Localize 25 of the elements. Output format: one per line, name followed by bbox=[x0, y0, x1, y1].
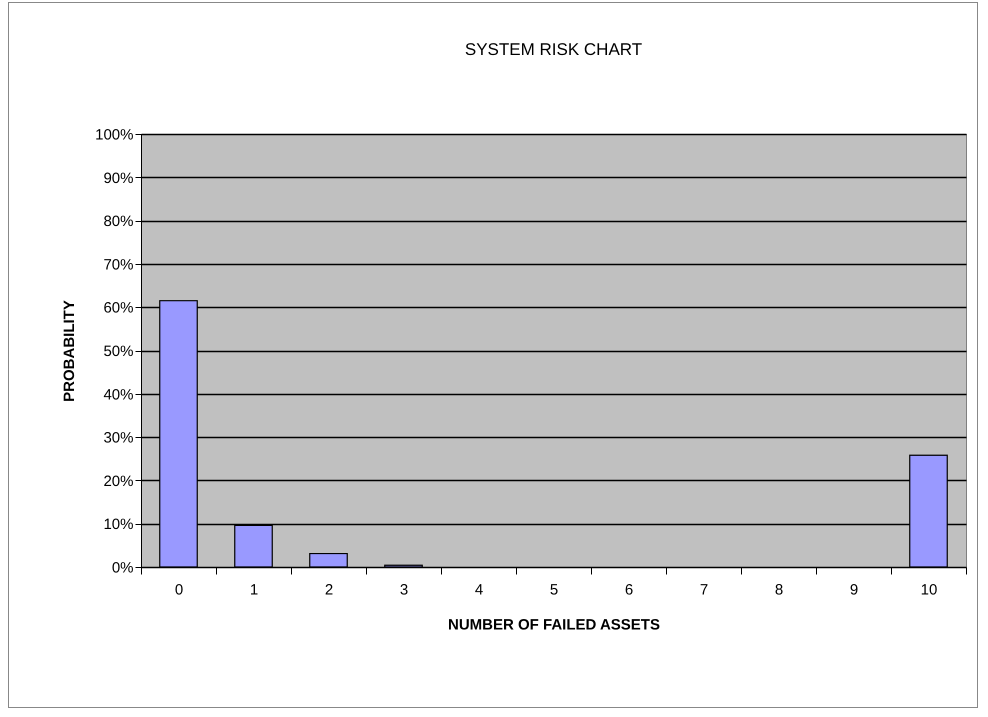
y-tick-label: 0% bbox=[112, 560, 134, 576]
y-tick-label: 30% bbox=[103, 430, 134, 447]
chart-title: SYSTEM RISK CHART bbox=[464, 40, 642, 59]
y-tick-label: 60% bbox=[103, 300, 134, 317]
x-tick-label: 2 bbox=[324, 582, 334, 598]
x-tick-label: 3 bbox=[400, 582, 408, 598]
x-tick-label: 7 bbox=[700, 582, 708, 598]
x-tick-label: 6 bbox=[624, 582, 634, 598]
y-tick-label: 50% bbox=[103, 343, 134, 360]
x-tick-label: 5 bbox=[550, 582, 558, 598]
x-tick-label: 4 bbox=[474, 582, 484, 598]
x-tick-label: 9 bbox=[850, 582, 858, 598]
x-tick-label: 1 bbox=[250, 582, 258, 598]
y-tick-label: 100% bbox=[95, 126, 134, 144]
x-axis-title: NUMBER OF FAILED ASSETS bbox=[448, 616, 660, 634]
x-tick-label: 8 bbox=[774, 582, 784, 598]
y-tick-label: 40% bbox=[103, 386, 134, 404]
y-tick-label: 90% bbox=[103, 170, 134, 187]
y-tick-label: 10% bbox=[103, 516, 134, 534]
y-axis-title: PROBABILITY bbox=[61, 300, 78, 402]
y-tick-label: 20% bbox=[103, 472, 134, 490]
x-tick-label: 10 bbox=[920, 582, 938, 598]
y-tick-label: 80% bbox=[103, 213, 134, 230]
x-tick-label: 0 bbox=[174, 582, 184, 598]
y-tick-label: 70% bbox=[103, 256, 134, 274]
